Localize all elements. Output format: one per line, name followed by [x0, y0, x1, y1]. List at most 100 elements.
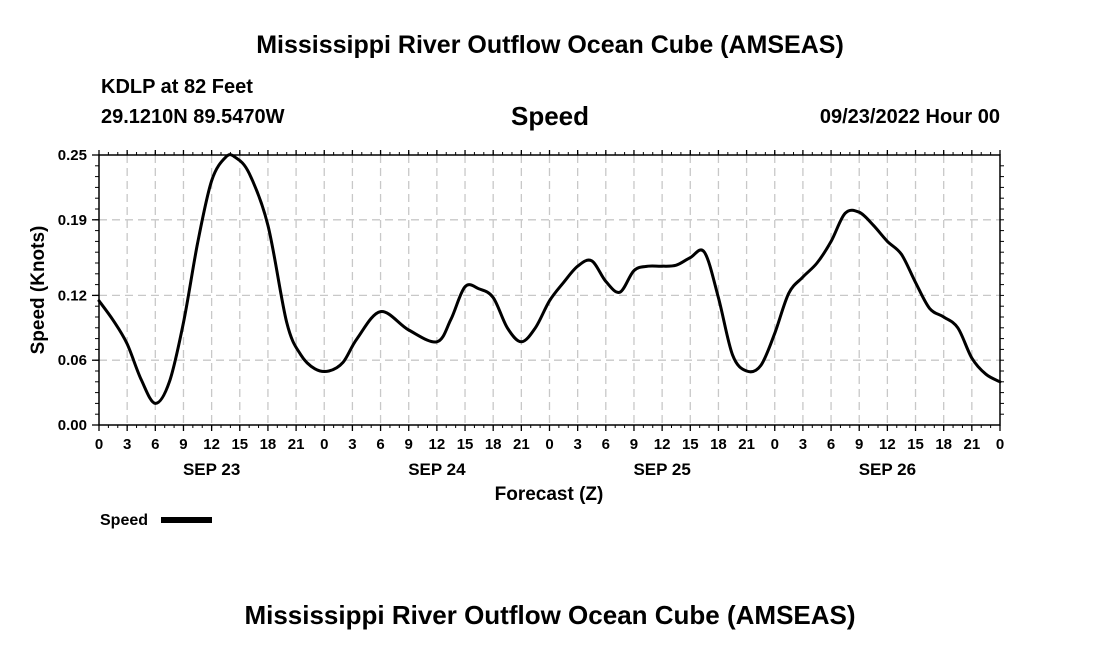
- y-tick-label: 0.19: [58, 212, 87, 229]
- grid: [99, 155, 1000, 425]
- speed-data-point: [843, 212, 847, 215]
- speed-data-point: [984, 373, 988, 376]
- y-tick-label: 0.06: [58, 352, 87, 369]
- x-tick-label: 9: [630, 436, 638, 453]
- speed-data-point: [449, 318, 453, 321]
- speed-data-point: [787, 292, 790, 295]
- station-label: KDLP at 82 Feet: [101, 76, 253, 98]
- y-axis-label: Speed (Knots): [28, 226, 49, 355]
- speed-data-point: [562, 281, 565, 284]
- x-tick-label: 12: [879, 436, 896, 453]
- speed-data-point: [632, 269, 636, 272]
- legend-swatch: [161, 517, 212, 523]
- x-tick-label: 0: [771, 436, 779, 453]
- speed-data-point: [97, 299, 101, 302]
- speed-data-point: [299, 353, 302, 356]
- x-tick-label: 9: [405, 436, 413, 453]
- speed-data-point: [182, 321, 185, 324]
- x-tick-label: 18: [710, 436, 727, 453]
- speed-data-point: [341, 361, 345, 364]
- x-tick-label: 9: [855, 436, 863, 453]
- x-tick-label: 12: [203, 436, 220, 453]
- speed-data-point: [970, 356, 973, 360]
- speed-data-point: [492, 296, 495, 299]
- speed-data-point: [355, 337, 359, 340]
- speed-data-point: [914, 281, 917, 284]
- x-tick-label: 15: [231, 436, 248, 453]
- plot-frame: [98, 154, 1001, 426]
- speed-line-chart: 0.00 0.06 0.12 0.19 0.25 0 3 6 9 12 15 18 21 0 3 6 9 12 1…: [28, 147, 1004, 529]
- speed-data-point: [233, 156, 237, 159]
- speed-data-point: [327, 369, 331, 373]
- speed-data-point: [285, 321, 288, 324]
- speed-series-points: [97, 156, 1002, 405]
- speed-data-point: [520, 340, 523, 343]
- coordinates-label: 29.1210N 89.5470W: [101, 106, 285, 128]
- speed-data-point: [248, 172, 251, 175]
- speed-data-point: [759, 364, 762, 367]
- speed-data-point: [111, 319, 115, 322]
- x-tick-label: 18: [485, 436, 502, 453]
- x-tick-label: 3: [123, 436, 131, 453]
- x-tick-label: 18: [260, 436, 277, 453]
- x-tick-label: 21: [738, 436, 755, 453]
- speed-data-point: [646, 265, 650, 268]
- speed-data-point: [548, 299, 551, 302]
- x-axis-ticks: 0 3 6 9 12 15 18 21 0 3 6 9 12 15 18 21 0 3 6 9 12 15 18 21 0 3 6 9…: [95, 150, 1004, 453]
- x-tick-label: 15: [907, 436, 924, 453]
- y-axis-ticks: 0.00 0.06 0.12 0.19 0.25: [58, 147, 1004, 434]
- day-label: SEP 23: [183, 460, 240, 479]
- y-tick-label: 0.25: [58, 147, 87, 164]
- speed-data-point: [196, 242, 199, 245]
- x-tick-label: 3: [573, 436, 581, 453]
- speed-data-point: [928, 307, 931, 310]
- speed-data-point: [703, 251, 706, 254]
- footer-title: Mississippi River Outflow Ocean Cube (AM…: [244, 600, 856, 630]
- x-axis-label: Forecast (Z): [495, 484, 604, 505]
- speed-data-point: [801, 275, 805, 279]
- speed-data-point: [224, 156, 227, 159]
- speed-data-point: [266, 224, 270, 227]
- x-tick-label: 12: [654, 436, 671, 453]
- variable-title: Speed: [510, 101, 590, 131]
- chart-title: Mississippi River Outflow Ocean Cube (AM…: [256, 31, 844, 59]
- speed-data-point: [534, 326, 537, 329]
- speed-data-point: [590, 259, 593, 262]
- speed-data-point: [604, 280, 607, 283]
- speed-data-point: [731, 353, 734, 356]
- x-tick-label: 3: [799, 436, 807, 453]
- speed-data-point: [675, 264, 678, 267]
- x-tick-label: 0: [996, 436, 1004, 453]
- speed-data-point: [886, 240, 889, 243]
- speed-data-point: [815, 261, 819, 265]
- speed-data-point: [168, 380, 171, 383]
- y-tick-label: 0.00: [58, 417, 87, 434]
- speed-data-point: [407, 328, 410, 332]
- x-tick-label: 9: [179, 436, 187, 453]
- speed-data-point: [477, 287, 481, 291]
- speed-data-point: [618, 291, 622, 294]
- datetime-label: 09/23/2022 Hour 00: [819, 106, 1000, 128]
- y-tick-label: 0.12: [58, 287, 87, 304]
- x-tick-label: 0: [545, 436, 553, 453]
- speed-data-point: [126, 342, 129, 346]
- speed-data-point: [745, 369, 748, 373]
- speed-data-point: [872, 224, 875, 227]
- x-tick-label: 6: [602, 436, 610, 453]
- day-labels: SEP 23 SEP 24 SEP 25 SEP 26: [183, 460, 916, 479]
- speed-data-point: [956, 326, 959, 329]
- speed-data-point: [210, 179, 213, 183]
- speed-data-point: [858, 211, 861, 214]
- x-tick-label: 0: [320, 436, 328, 453]
- speed-data-point: [773, 332, 776, 335]
- legend-label: Speed: [100, 512, 148, 529]
- x-tick-label: 3: [348, 436, 356, 453]
- speed-data-point: [900, 253, 903, 256]
- speed-data-point: [717, 296, 720, 299]
- speed-data-point: [829, 240, 833, 243]
- speed-data-point: [379, 310, 382, 313]
- day-label: SEP 25: [633, 460, 690, 479]
- day-label: SEP 26: [859, 460, 916, 479]
- x-tick-label: 21: [288, 436, 305, 453]
- speed-data-point: [154, 402, 157, 405]
